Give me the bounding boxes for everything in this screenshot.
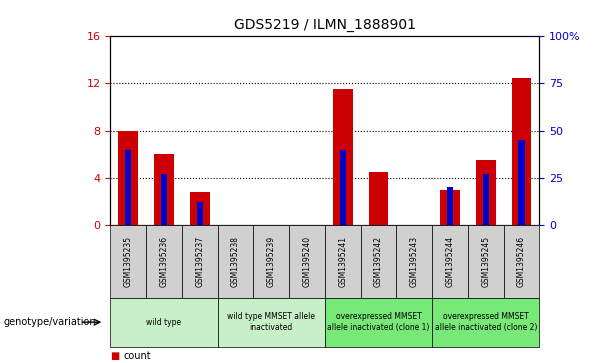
Text: overexpressed MMSET
allele inactivated (clone 1): overexpressed MMSET allele inactivated (… (327, 313, 430, 332)
Bar (218, 225, 253, 298)
Bar (110, 298, 218, 347)
Text: GSM1395236: GSM1395236 (159, 236, 169, 287)
Text: GSM1395235: GSM1395235 (124, 236, 133, 287)
Bar (118, 131, 138, 225)
Bar (432, 225, 468, 298)
Text: genotype/variation: genotype/variation (3, 317, 96, 327)
Bar (432, 298, 539, 347)
Text: GSM1395240: GSM1395240 (302, 236, 311, 287)
Title: GDS5219 / ILMN_1888901: GDS5219 / ILMN_1888901 (234, 19, 416, 33)
Bar (476, 160, 496, 225)
Text: GSM1395238: GSM1395238 (231, 236, 240, 287)
Bar (253, 225, 289, 298)
Text: overexpressed MMSET
allele inactivated (clone 2): overexpressed MMSET allele inactivated (… (435, 313, 537, 332)
Bar (289, 225, 325, 298)
Bar (182, 225, 218, 298)
Bar (447, 187, 453, 225)
Text: ■: ■ (110, 351, 120, 361)
Text: wild type: wild type (147, 318, 181, 327)
Bar (110, 225, 146, 298)
Bar (325, 225, 360, 298)
Bar (154, 154, 174, 225)
Bar (504, 225, 539, 298)
Bar (218, 298, 325, 347)
Bar (190, 192, 210, 225)
Bar (512, 78, 531, 225)
Bar (161, 174, 167, 225)
Text: GSM1395245: GSM1395245 (481, 236, 490, 287)
Bar (197, 203, 203, 225)
Bar (333, 89, 352, 225)
Text: GSM1395243: GSM1395243 (409, 236, 419, 287)
Text: GSM1395244: GSM1395244 (446, 236, 455, 287)
Text: GSM1395241: GSM1395241 (338, 236, 348, 287)
Bar (340, 150, 346, 225)
Text: wild type MMSET allele
inactivated: wild type MMSET allele inactivated (227, 313, 315, 332)
Text: GSM1395246: GSM1395246 (517, 236, 526, 287)
Bar (125, 150, 131, 225)
Bar (440, 189, 460, 225)
Bar (519, 140, 525, 225)
Bar (468, 225, 504, 298)
Text: GSM1395239: GSM1395239 (267, 236, 276, 287)
Text: GSM1395242: GSM1395242 (374, 236, 383, 287)
Text: GSM1395237: GSM1395237 (195, 236, 204, 287)
Bar (325, 298, 432, 347)
Bar (368, 172, 389, 225)
Text: count: count (124, 351, 151, 361)
Bar (360, 225, 397, 298)
Bar (482, 174, 489, 225)
Bar (397, 225, 432, 298)
Bar (146, 225, 182, 298)
